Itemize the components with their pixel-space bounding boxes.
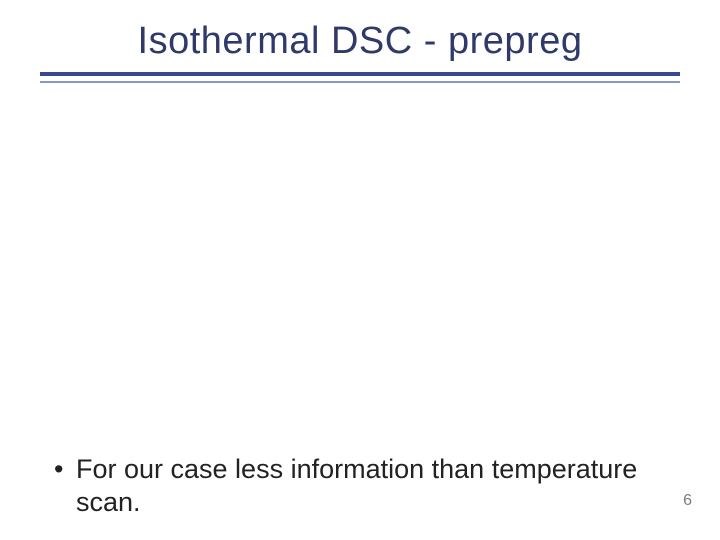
slide: Isothermal DSC - prepreg • For our case …: [0, 0, 720, 540]
title-rule-thick: [40, 72, 680, 76]
title-rule-thin: [40, 81, 680, 83]
bullet-block: • For our case less information than tem…: [54, 453, 640, 521]
slide-title: Isothermal DSC - prepreg: [0, 20, 720, 63]
bullet-item: • For our case less information than tem…: [54, 453, 640, 521]
bullet-text: For our case less information than tempe…: [76, 453, 640, 521]
bullet-dot-icon: •: [54, 453, 76, 487]
page-number: 6: [683, 492, 692, 510]
